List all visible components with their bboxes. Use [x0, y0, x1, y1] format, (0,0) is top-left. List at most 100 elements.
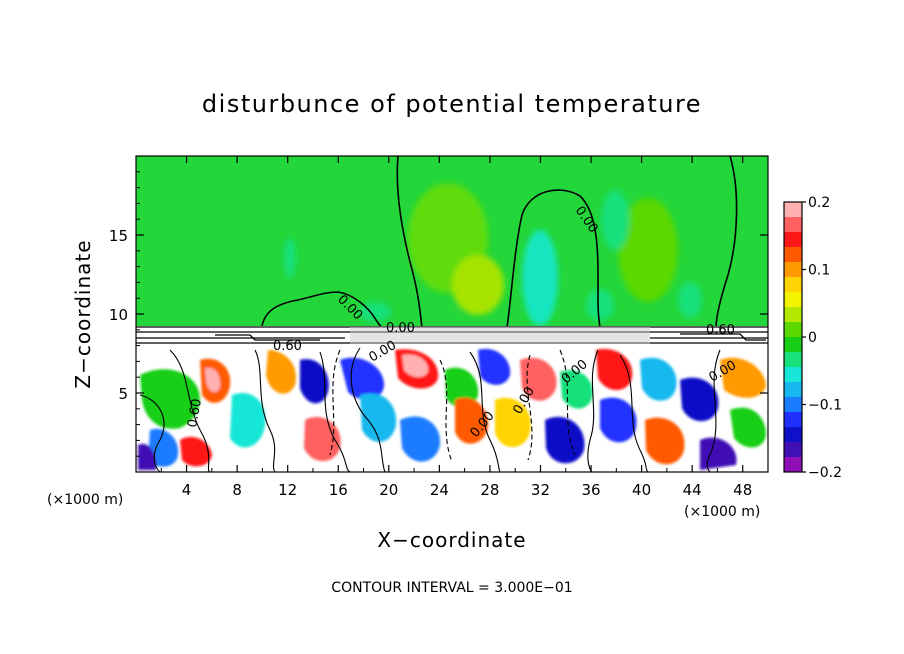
- anomaly-blob: [700, 437, 737, 470]
- anomaly-blob: [445, 367, 479, 409]
- upper-anomaly: [586, 289, 614, 321]
- contour-label: 0.60: [185, 398, 205, 429]
- x-tick-label: 8: [232, 481, 242, 499]
- anomaly-blob: [230, 393, 266, 448]
- upper-anomaly: [359, 302, 391, 322]
- anomaly-blob: [520, 357, 557, 401]
- anomaly-blob: [600, 397, 637, 443]
- anomaly-blob: [138, 443, 157, 470]
- dashed-contour: [329, 349, 341, 456]
- x-tick-label: 16: [329, 481, 348, 499]
- colorbar-tick-label: 0.2: [808, 195, 830, 211]
- y-axis-label: Z−coordinate: [71, 239, 95, 388]
- anomaly-blob: [304, 416, 341, 462]
- contour-line: [319, 351, 351, 472]
- contour-line: [169, 349, 211, 472]
- x-tick-label: 40: [632, 481, 651, 499]
- colorbar-swatch: [784, 337, 802, 353]
- anomaly-blob: [400, 416, 441, 462]
- anomaly-blob: [360, 393, 397, 442]
- upper-anomaly: [678, 282, 702, 318]
- interface-noise: [350, 327, 650, 347]
- dashed-contour: [439, 359, 453, 463]
- dashed-contour: [526, 354, 533, 461]
- colorbar-swatch: [784, 232, 802, 248]
- colorbar-swatch: [784, 262, 802, 278]
- x-tick-label: 24: [430, 481, 449, 499]
- x-axis: 4 8 12 16 20 24 28 32 36 40 44 48: [160, 156, 752, 499]
- colorbar-swatch: [784, 442, 802, 458]
- colorbar-tick-label: −0.2: [808, 465, 842, 481]
- colorbar-tick-label: 0.1: [808, 263, 830, 279]
- colorbar-swatch: [784, 457, 802, 473]
- x-unit-left: (×1000 m): [47, 492, 123, 508]
- y-axis: 5 10 15: [109, 171, 768, 457]
- contour-line: [261, 291, 385, 331]
- anomaly-blob: [140, 369, 200, 429]
- upper-anomaly: [284, 238, 296, 278]
- colorbar-swatch: [784, 397, 802, 413]
- x-tick-label: 4: [182, 481, 192, 499]
- y-tick-label: 5: [118, 385, 128, 403]
- anomaly-blob: [560, 370, 593, 409]
- anomaly-blob: [180, 436, 212, 467]
- colorbar-swatch: [784, 292, 802, 308]
- dashed-contour: [559, 349, 576, 456]
- x-tick-label: 28: [480, 481, 499, 499]
- contour-line: [706, 349, 721, 472]
- contour-line: [715, 156, 738, 329]
- colorbar-swatch: [784, 322, 802, 338]
- contour-line: [396, 156, 423, 329]
- colorbar-tick-label: 0: [808, 330, 817, 346]
- anomaly-blob: [730, 407, 766, 448]
- anomaly-blob: [455, 397, 489, 444]
- contour-interval-note: CONTOUR INTERVAL = 3.000E−01: [331, 580, 572, 596]
- colorbar-swatch: [784, 247, 802, 263]
- colorbar-ticks: 0.2 0.1 0 −0.1 −0.2: [802, 195, 842, 481]
- anomaly-blob: [596, 348, 633, 390]
- lower-dashed-contours: [329, 349, 576, 463]
- plot-area: [136, 156, 768, 472]
- colorbar-swatch: [784, 382, 802, 398]
- upper-anomaly: [618, 198, 678, 302]
- x-tick-label: 12: [278, 481, 297, 499]
- anomaly-blob: [340, 357, 385, 400]
- colorbar-swatch: [784, 412, 802, 428]
- upper-anomaly: [522, 230, 558, 326]
- contour-label: 0.60: [706, 323, 735, 338]
- upper-layer-anomalies: [284, 183, 702, 326]
- x-tick-label: 48: [733, 481, 752, 499]
- y-tick-label: 15: [109, 227, 128, 245]
- colorbar-tick-label: −0.1: [808, 398, 842, 414]
- anomaly-blob: [402, 354, 429, 378]
- anomaly-blob: [266, 350, 296, 394]
- anomaly-blob: [478, 348, 511, 385]
- colorbar: [783, 201, 803, 473]
- x-tick-label: 32: [531, 481, 550, 499]
- contour-line: [350, 347, 386, 472]
- interface-line: [215, 334, 320, 341]
- colorbar-swatch: [784, 307, 802, 323]
- anomaly-blob: [148, 428, 179, 467]
- contour-line: [254, 349, 276, 472]
- colorbar-swatch: [784, 277, 802, 293]
- anomaly-blob: [645, 417, 685, 465]
- interface-line: [680, 333, 766, 341]
- anomaly-blob: [300, 359, 329, 404]
- x-tick-label: 36: [581, 481, 600, 499]
- y-tick-label: 10: [109, 306, 128, 324]
- anomaly-blob: [495, 397, 531, 447]
- anomaly-blob: [545, 416, 585, 464]
- lower-contours: [139, 347, 721, 472]
- colorbar-swatch: [784, 352, 802, 368]
- colorbar-swatch: [784, 202, 802, 218]
- colorbar-swatch: [784, 427, 802, 443]
- upper-anomaly: [452, 255, 504, 315]
- contour-label: 0.60: [273, 339, 302, 354]
- contour-line: [139, 394, 165, 472]
- contour-line: [619, 354, 649, 472]
- upper-anomaly: [601, 190, 629, 250]
- chart-title: disturbunce of potential temperature: [202, 90, 702, 118]
- x-axis-label: X−coordinate: [377, 528, 526, 552]
